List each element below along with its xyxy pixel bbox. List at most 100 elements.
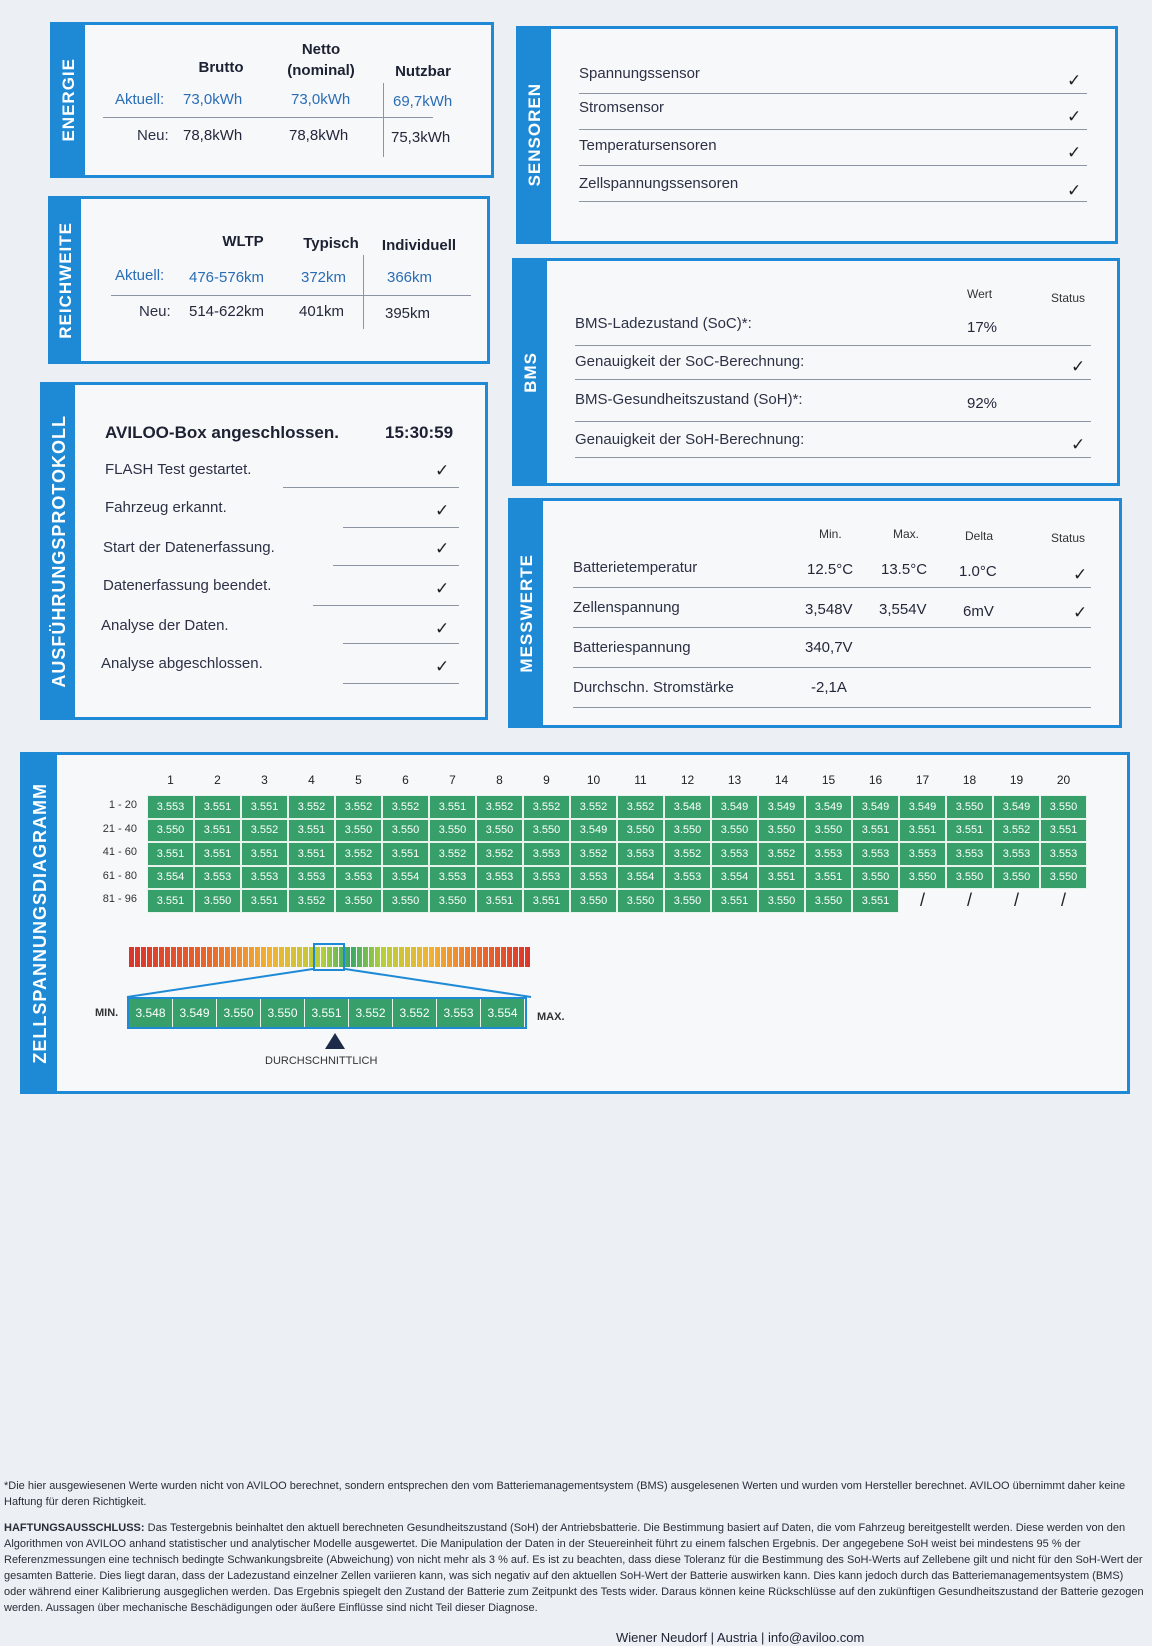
check-icon: ✓ [435,657,450,676]
energie-panel: ENERGIE Brutto Netto (nominal) Nutzbar A… [50,22,494,178]
cell-voltage: 3.553 [429,865,476,889]
footer-address: Wiener Neudorf | Austria | info@aviloo.c… [616,1630,865,1645]
scale-value: 3.552 [349,999,393,1027]
cell-voltage: 3.550 [899,865,946,889]
cell-voltage: 3.552 [476,795,523,819]
cell-voltage: 3.553 [241,865,288,889]
cell-voltage: 3.554 [711,865,758,889]
sensoren-panel: SENSOREN Spannungssensor ✓ Stromsensor ✓… [516,26,1118,244]
cell-voltage: 3.553 [476,865,523,889]
disclaimer-title: HAFTUNGSAUSSCHLUSS: [4,1522,145,1534]
cell-voltage: 3.549 [758,795,805,819]
reichweite-row-label: Neu: [139,303,171,320]
scale-value: 3.554 [481,999,525,1027]
cell-voltage: 3.554 [147,865,194,889]
cell-voltage: 3.551 [429,795,476,819]
cell-voltage: 3.551 [852,889,899,913]
reichweite-header: Typisch [303,235,359,252]
cell-voltage: 3.550 [194,889,241,913]
divider [363,255,364,329]
scale-value: 3.548 [129,999,173,1027]
cell-voltage: 3.554 [382,865,429,889]
reichweite-value: 395km [385,305,431,322]
column-number: 16 [868,773,883,787]
energie-value: 69,7kWh [393,93,453,110]
reichweite-panel: REICHWEITE WLTP Typisch Individuell Aktu… [48,196,490,364]
energie-tab: ENERGIE [53,25,85,175]
cell-voltage: 3.553 [570,865,617,889]
messwerte-max: 13.5°C [881,561,928,578]
cell-voltage: 3.550 [523,818,570,842]
cell-voltage: 3.550 [147,818,194,842]
messwerte-tab: MESSWERTE [511,501,543,725]
divider [343,527,459,528]
check-icon: ✓ [1067,71,1082,90]
messwerte-min: 12.5°C [807,561,854,578]
cell-voltage: 3.553 [617,842,664,866]
cell-voltage: 3.551 [1040,818,1087,842]
cell-voltage: 3.550 [946,865,993,889]
energie-header-netto: Netto (nominal) [287,41,355,79]
column-number: 18 [962,773,977,787]
cell-voltage: 3.551 [194,842,241,866]
cell-voltage: 3.551 [241,842,288,866]
energie-header-nutzbar: Nutzbar [395,63,451,80]
cell-voltage: 3.548 [664,795,711,819]
divider [283,487,459,488]
protokoll-step: Fahrzeug erkannt. [105,499,227,516]
sensor-item: Zellspannungssensoren [579,175,739,192]
cell-voltage: 3.552 [617,795,664,819]
cell-voltage: 3.550 [382,818,429,842]
cell-voltage: 3.552 [382,795,429,819]
check-icon: ✓ [435,579,450,598]
check-icon: ✓ [1073,565,1088,584]
cell-voltage: 3.550 [664,889,711,913]
cell-voltage: 3.553 [805,842,852,866]
messwerte-panel: MESSWERTE Min. Max. Delta Status Batteri… [508,498,1122,728]
messwerte-min: -2,1A [811,679,847,696]
divider [579,165,1087,166]
energie-row-label: Aktuell: [115,91,165,108]
cell-voltage: 3.553 [147,795,194,819]
cell-voltage: 3.550 [335,889,382,913]
column-number: 3 [261,773,268,787]
messwerte-col-min: Min. [819,527,842,541]
check-icon: ✓ [1071,357,1086,376]
cell-voltage: 3.550 [1040,795,1087,819]
protokoll-time: 15:30:59 [385,423,454,442]
protokoll-step: FLASH Test gestartet. [105,461,252,478]
cell-voltage: 3.552 [664,842,711,866]
cell-voltage: 3.551 [288,818,335,842]
cell-voltage: 3.551 [288,842,335,866]
reichweite-header: WLTP [222,233,264,250]
scale-value: 3.551 [305,999,349,1027]
cell-voltage: 3.551 [241,795,288,819]
cell-voltage: 3.551 [194,795,241,819]
cell-voltage: 3.552 [288,795,335,819]
bms-row-value: 92% [967,395,998,412]
cell-voltage: 3.550 [570,889,617,913]
bms-row-label: Genauigkeit der SoC-Berechnung: [575,353,805,370]
cell-voltage: 3.551 [241,889,288,913]
cell-voltage: 3.552 [335,842,382,866]
cell-voltage: 3.551 [711,889,758,913]
bms-tab: BMS [515,261,547,483]
row-label: 41 - 60 [102,846,137,858]
scale-value: 3.550 [217,999,261,1027]
divider [575,345,1091,346]
scale-value: 3.550 [261,999,305,1027]
energie-value: 73,0kWh [291,91,351,108]
zoom-connector [126,968,532,998]
column-number: 6 [402,773,409,787]
scale-min-label: MIN. [95,1007,119,1019]
check-icon: ✓ [435,501,450,520]
check-icon: ✓ [435,539,450,558]
voltage-scale: 3.548 3.549 3.550 3.550 3.551 3.552 3.552 3.553… [127,997,527,1029]
cell-voltage: 3.553 [993,842,1040,866]
column-number: 1 [167,773,174,787]
reichweite-value: 401km [299,303,345,320]
bms-col-status: Status [1051,291,1086,305]
divider [575,379,1091,380]
column-number: 7 [449,773,456,787]
